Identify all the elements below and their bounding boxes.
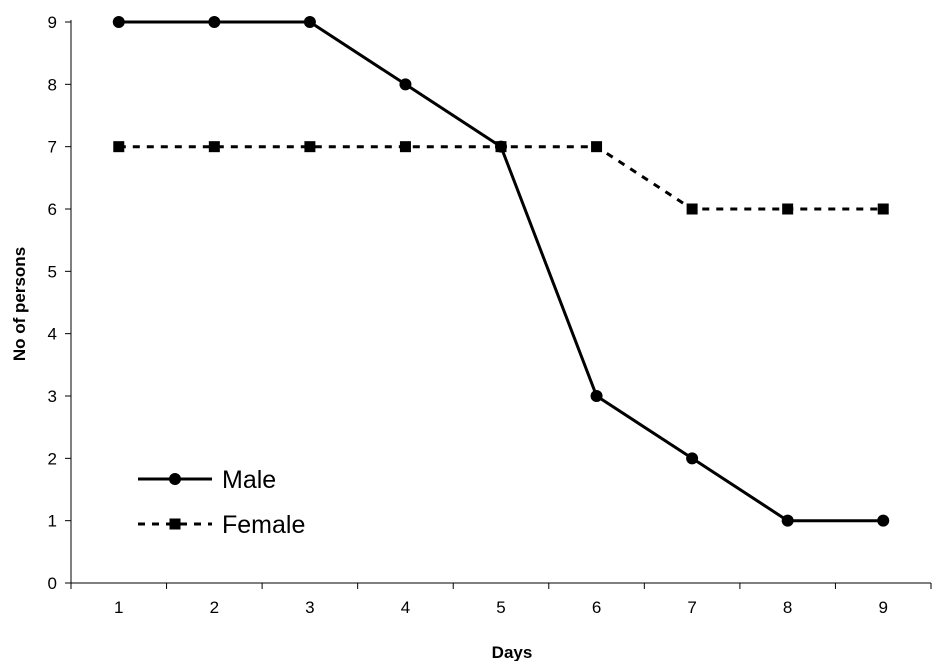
data-point-male bbox=[781, 514, 794, 527]
series-line-male bbox=[118, 20, 884, 523]
x-tick-label: 7 bbox=[687, 598, 696, 617]
legend-item-female: Female bbox=[138, 511, 305, 539]
y-tick-label: 5 bbox=[48, 262, 57, 281]
y-tick-label: 7 bbox=[48, 138, 57, 157]
data-point-female bbox=[208, 141, 220, 153]
y-tick-label: 2 bbox=[48, 449, 57, 468]
data-point-female bbox=[686, 203, 698, 215]
y-axis-title: No of persons bbox=[10, 247, 29, 361]
data-point-female bbox=[782, 203, 794, 215]
data-point-male bbox=[399, 78, 412, 91]
y-tick-label: 3 bbox=[48, 387, 57, 406]
x-tick-label: 6 bbox=[592, 598, 601, 617]
x-tick-label: 3 bbox=[305, 598, 314, 617]
x-axis-title: Days bbox=[492, 643, 533, 661]
x-tick-label: 1 bbox=[114, 598, 123, 617]
x-tick-label: 9 bbox=[878, 598, 887, 617]
y-tick-label: 8 bbox=[48, 75, 57, 94]
data-point-female bbox=[877, 203, 889, 215]
legend-label-male: Male bbox=[222, 466, 276, 494]
series-layer bbox=[112, 16, 890, 527]
y-tick-label: 0 bbox=[48, 574, 57, 593]
legend-marker-female bbox=[169, 518, 181, 530]
data-point-male bbox=[877, 514, 890, 527]
y-tick-label: 9 bbox=[48, 13, 57, 32]
data-point-female bbox=[304, 141, 316, 153]
series-line-female bbox=[118, 145, 884, 211]
y-tick-label: 6 bbox=[48, 200, 57, 219]
ticks: 0 1 2 3 4 5 6 7 8 9 1 2 3 4 5 6 7 8 9 bbox=[48, 13, 932, 617]
x-tick-label: 4 bbox=[401, 598, 410, 617]
series-female bbox=[113, 141, 889, 215]
legend: Male Female bbox=[138, 466, 305, 539]
data-point-female bbox=[495, 141, 507, 153]
data-point-female bbox=[113, 141, 125, 153]
y-tick-label: 1 bbox=[48, 512, 57, 531]
data-point-male bbox=[303, 16, 316, 28]
axes bbox=[70, 20, 931, 584]
x-tick-label: 5 bbox=[496, 598, 505, 617]
data-point-male bbox=[208, 16, 221, 28]
legend-item-male: Male bbox=[138, 466, 276, 494]
legend-marker-male bbox=[169, 473, 181, 485]
y-tick-label: 4 bbox=[48, 325, 57, 344]
data-point-male bbox=[686, 452, 699, 465]
data-point-female bbox=[399, 141, 411, 153]
series-male bbox=[112, 16, 890, 527]
data-point-female bbox=[591, 141, 603, 153]
data-point-male bbox=[590, 390, 603, 402]
legend-label-female: Female bbox=[222, 511, 305, 539]
x-tick-label: 2 bbox=[210, 598, 219, 617]
data-point-male bbox=[112, 16, 125, 28]
x-tick-label: 8 bbox=[783, 598, 792, 617]
